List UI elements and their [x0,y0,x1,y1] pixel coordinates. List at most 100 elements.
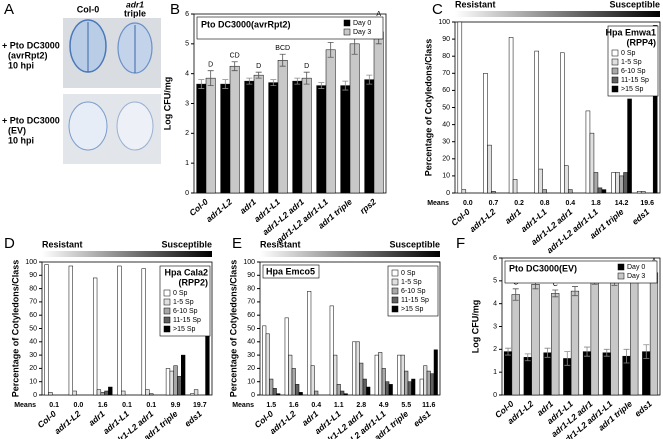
legend-label: 0 Sp [621,50,636,57]
bar [298,392,303,396]
mean-value: 11.6 [422,402,435,409]
bar [295,384,300,396]
bar [96,389,102,396]
susceptibility-gradient [260,251,440,257]
panel-label: E [232,235,242,252]
legend-label: Day 0 [627,264,645,271]
row-label: + Pto DC3000 [2,40,60,50]
error-bar [505,347,512,356]
column-label: Col-0 [77,4,100,14]
x-tick-label: adr1-L2 [467,206,497,234]
mean-value: 0.0 [463,200,473,207]
bar [610,279,619,396]
scale-label: Resistant [455,0,496,9]
legend-swatch [163,325,171,333]
bar [325,49,336,194]
significance-letter: D [304,63,309,70]
bar [538,168,543,194]
y-tick-label: 90 [442,36,450,43]
bar [381,368,386,396]
bar [419,378,424,396]
mean-value: 0.0 [74,402,84,409]
error-bar [279,53,286,67]
row-label: 10 hpi [8,135,34,145]
y-tick-label: 0 [33,392,37,399]
error-bar [294,77,301,85]
legend-swatch [611,67,619,75]
bar [627,98,632,194]
bar [121,390,126,396]
mean-value: 0.2 [514,200,524,207]
scale-label: Susceptible [389,239,440,249]
legend-label: 11-15 Sp [173,317,201,324]
legend-swatch [611,58,619,66]
x-tick-label: eds1 [411,408,432,428]
mean-value: 0.7 [489,200,499,207]
bar [314,390,319,396]
bar [582,351,592,396]
legend-label: >15 Sp [173,326,195,333]
error-bar [318,82,325,89]
x-tick-label: rps2 [358,196,378,215]
bar [426,370,431,396]
legend-swatch [163,307,171,315]
mean-value: 1.6 [98,402,108,409]
x-tick-label: adr1 [503,206,523,225]
mean-value: 4.9 [379,402,389,409]
bar [104,390,109,396]
bar [636,191,642,194]
bar [404,370,409,396]
bar [269,378,274,396]
bar [551,293,560,396]
bar [362,378,367,396]
bar [100,392,105,396]
mean-value: 19.7 [193,402,207,409]
bar [340,85,351,194]
bar [359,362,364,396]
legend-swatch [611,49,619,57]
legend-title: Pto DC3000(avrRpt2) [201,19,291,29]
bar [542,189,547,194]
y-axis-label: Percentage of Cotyledons/Class [228,260,238,398]
error-bar [270,79,277,86]
legend-label: >15 Sp [401,306,423,313]
bar [531,284,540,396]
error-bar [327,41,334,58]
y-tick-label: 70 [442,70,450,77]
bar [108,386,113,396]
y-tick-label: 5 [185,41,189,48]
bar [307,291,312,396]
error-bar [366,74,373,85]
significance-letter: BCD [275,45,290,52]
y-tick-label: 100 [243,259,255,266]
bar [619,175,624,194]
legend-label: Day 0 [353,20,371,27]
bar [145,389,150,396]
bar [277,59,288,194]
bar [349,43,360,194]
bar [523,357,532,396]
mean-value: 5.5 [401,402,411,409]
bar [585,110,591,194]
x-tick-label: adr1-L2 [52,408,82,436]
legend-swatch [391,278,399,286]
y-tick-label: 70 [247,299,255,306]
legend-subtitle: (RPP4) [626,37,656,47]
y-tick-label: 4 [185,71,189,78]
bar [265,333,270,396]
y-tick-label: 30 [29,352,37,359]
mean-value: 1.6 [289,402,299,409]
y-axis-label: Percentage of Cotyledons/Class [423,39,433,177]
column-label: triple [124,8,146,18]
y-tick-label: 4 [493,301,497,308]
error-bar [524,353,531,362]
legend-swatch [391,269,399,277]
mean-value: 14.2 [615,200,629,207]
significance-letter: C [553,281,558,288]
column-label: adr1 [126,0,144,9]
means-label: Means [427,200,449,207]
means-label: Means [232,402,254,409]
bar [590,279,599,396]
error-bar [564,351,571,366]
